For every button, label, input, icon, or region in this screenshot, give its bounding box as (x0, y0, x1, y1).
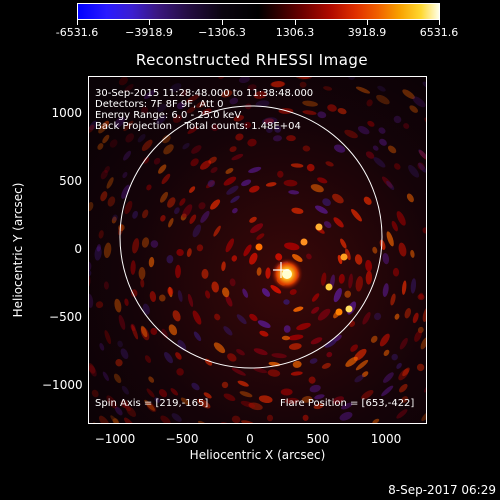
x-tick-label: −1000 (94, 432, 136, 446)
colorbar-tick (439, 20, 440, 25)
x-axis-title: Heliocentric X (arcsec) (189, 448, 326, 462)
plus-marker-icon (273, 262, 289, 278)
plot-date-stamp: 8-Sep-2017 06:29 (388, 483, 496, 497)
y-tick-label: −1000 (42, 378, 83, 392)
y-tick-label: −500 (49, 310, 82, 324)
time-range-text: 30-Sep-2015 11:28:48.000 to 11:38:48.000 (95, 88, 314, 99)
x-tick-label: 500 (306, 432, 330, 446)
x-tick-label: 0 (246, 432, 254, 446)
colorbar-tick-label: −3918.9 (125, 26, 173, 39)
fringe-pattern (89, 77, 426, 423)
energy-range-text: Energy Range: 6.0 - 25.0 keV (95, 110, 242, 121)
flare-position-text: Flare Position = [653,-422] (280, 398, 415, 409)
x-tick-label: 1000 (370, 432, 402, 446)
colorbar-tick (222, 20, 223, 25)
method-counts-text: Back Projection Total counts: 1.48E+04 (95, 121, 301, 132)
y-tick-label: 1000 (51, 106, 82, 120)
colorbar-tick-label: -6531.6 (55, 26, 99, 39)
colorbar-tick-label: −1306.3 (198, 26, 246, 39)
colorbar-gradient (78, 4, 439, 19)
circle-outline-icon (119, 105, 383, 369)
colorbar-tick (77, 20, 78, 25)
bright-blobs (255, 223, 353, 316)
colorbar-tick (149, 20, 150, 25)
colorbar-tick-label: 6531.6 (419, 26, 459, 39)
y-tick-label: 500 (59, 174, 82, 188)
backprojection-image (89, 77, 426, 423)
colorbar-tick (295, 20, 296, 25)
image-title: Reconstructed RHESSI Image (135, 51, 369, 69)
y-tick-label: 0 (74, 242, 82, 256)
image-plot-area (88, 76, 427, 424)
colorbar (77, 3, 440, 20)
spin-axis-text: Spin Axis = [219,-165] (95, 398, 209, 409)
colorbar-tick-label: 3918.9 (347, 26, 387, 39)
colorbar-tick (367, 20, 368, 25)
detectors-text: Detectors: 7F 8F 9F, Att 0 (95, 99, 224, 110)
flare-core (282, 269, 292, 279)
colorbar-tick-label: 1306.3 (275, 26, 315, 39)
y-axis-title: Heliocentric Y (arcsec) (11, 182, 25, 318)
x-tick-label: −500 (165, 432, 199, 446)
